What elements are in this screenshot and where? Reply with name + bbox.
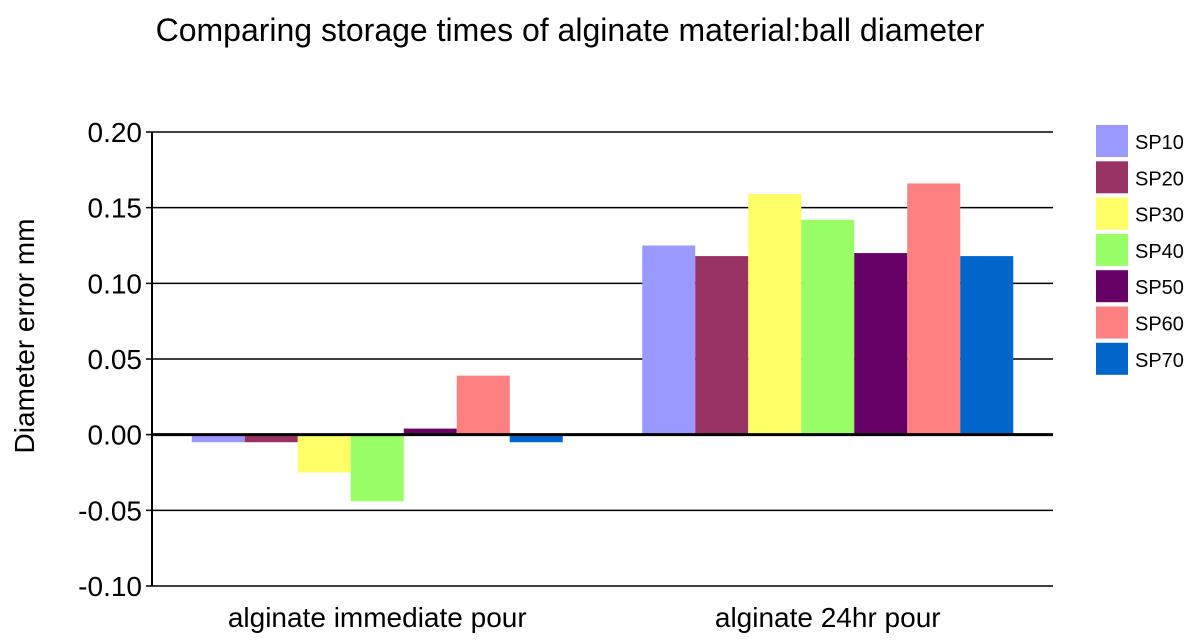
chart-title: Comparing storage times of alginate mate…	[155, 12, 985, 48]
bar-sp20	[695, 256, 749, 435]
legend-swatch	[1096, 306, 1128, 339]
bar-sp10	[642, 245, 696, 435]
bar-sp70	[509, 434, 563, 443]
y-tick-label: -0.10	[78, 571, 142, 602]
y-tick-labels: 0.20 0.15 0.10 0.05 0.00 -0.05 -0.10	[78, 117, 142, 602]
x-category-label: alginate 24hr pour	[715, 602, 941, 633]
legend-label: SP30	[1135, 205, 1184, 227]
legend-swatch	[1096, 270, 1128, 303]
legend-item-sp60: SP60	[1096, 306, 1184, 339]
bar-sp60	[907, 183, 961, 435]
legend-item-sp50: SP50	[1096, 270, 1184, 303]
bar-sp30	[748, 194, 802, 435]
gridlines	[146, 131, 1053, 587]
legend-label: SP10	[1135, 132, 1184, 154]
bar-sp50	[403, 428, 457, 435]
bar-sp70	[960, 256, 1014, 435]
legend-swatch	[1096, 125, 1128, 157]
bar-sp30	[297, 434, 351, 473]
legend: SP10 SP20 SP30 SP40 SP50 SP60 SP70	[1096, 125, 1184, 375]
bar-sp10	[191, 434, 245, 443]
legend-swatch	[1096, 197, 1128, 230]
legend-label: SP60	[1135, 314, 1184, 336]
legend-item-sp10: SP10	[1096, 125, 1184, 157]
y-tick-label: 0.20	[88, 117, 143, 148]
legend-swatch	[1096, 342, 1128, 375]
y-tick-label: 0.15	[88, 193, 143, 224]
axes	[151, 132, 1053, 586]
bar-sp50	[854, 253, 908, 435]
legend-label: SP40	[1135, 241, 1184, 263]
legend-label: SP50	[1135, 277, 1184, 299]
y-tick-label: 0.10	[88, 268, 143, 299]
y-tick-label: 0.05	[88, 344, 143, 375]
bar-sp60	[456, 375, 510, 435]
y-tick-label: 0.00	[88, 420, 143, 451]
legend-label: SP20	[1135, 168, 1184, 190]
bar-sp40	[801, 219, 855, 435]
x-category-labels: alginate immediate pour alginate 24hr pou…	[228, 602, 941, 633]
bar-sp40	[350, 434, 404, 502]
y-tick-label: -0.05	[78, 495, 142, 526]
x-category-label: alginate immediate pour	[228, 602, 527, 633]
legend-swatch	[1096, 233, 1128, 266]
legend-swatch	[1096, 161, 1128, 194]
legend-item-sp40: SP40	[1096, 233, 1184, 266]
legend-label: SP70	[1135, 350, 1184, 372]
legend-item-sp70: SP70	[1096, 342, 1184, 375]
y-axis-title: Diameter error mm	[9, 219, 40, 454]
legend-item-sp30: SP30	[1096, 197, 1184, 230]
legend-item-sp20: SP20	[1096, 161, 1184, 194]
bar-sp20	[244, 434, 298, 443]
bars	[191, 183, 1014, 502]
